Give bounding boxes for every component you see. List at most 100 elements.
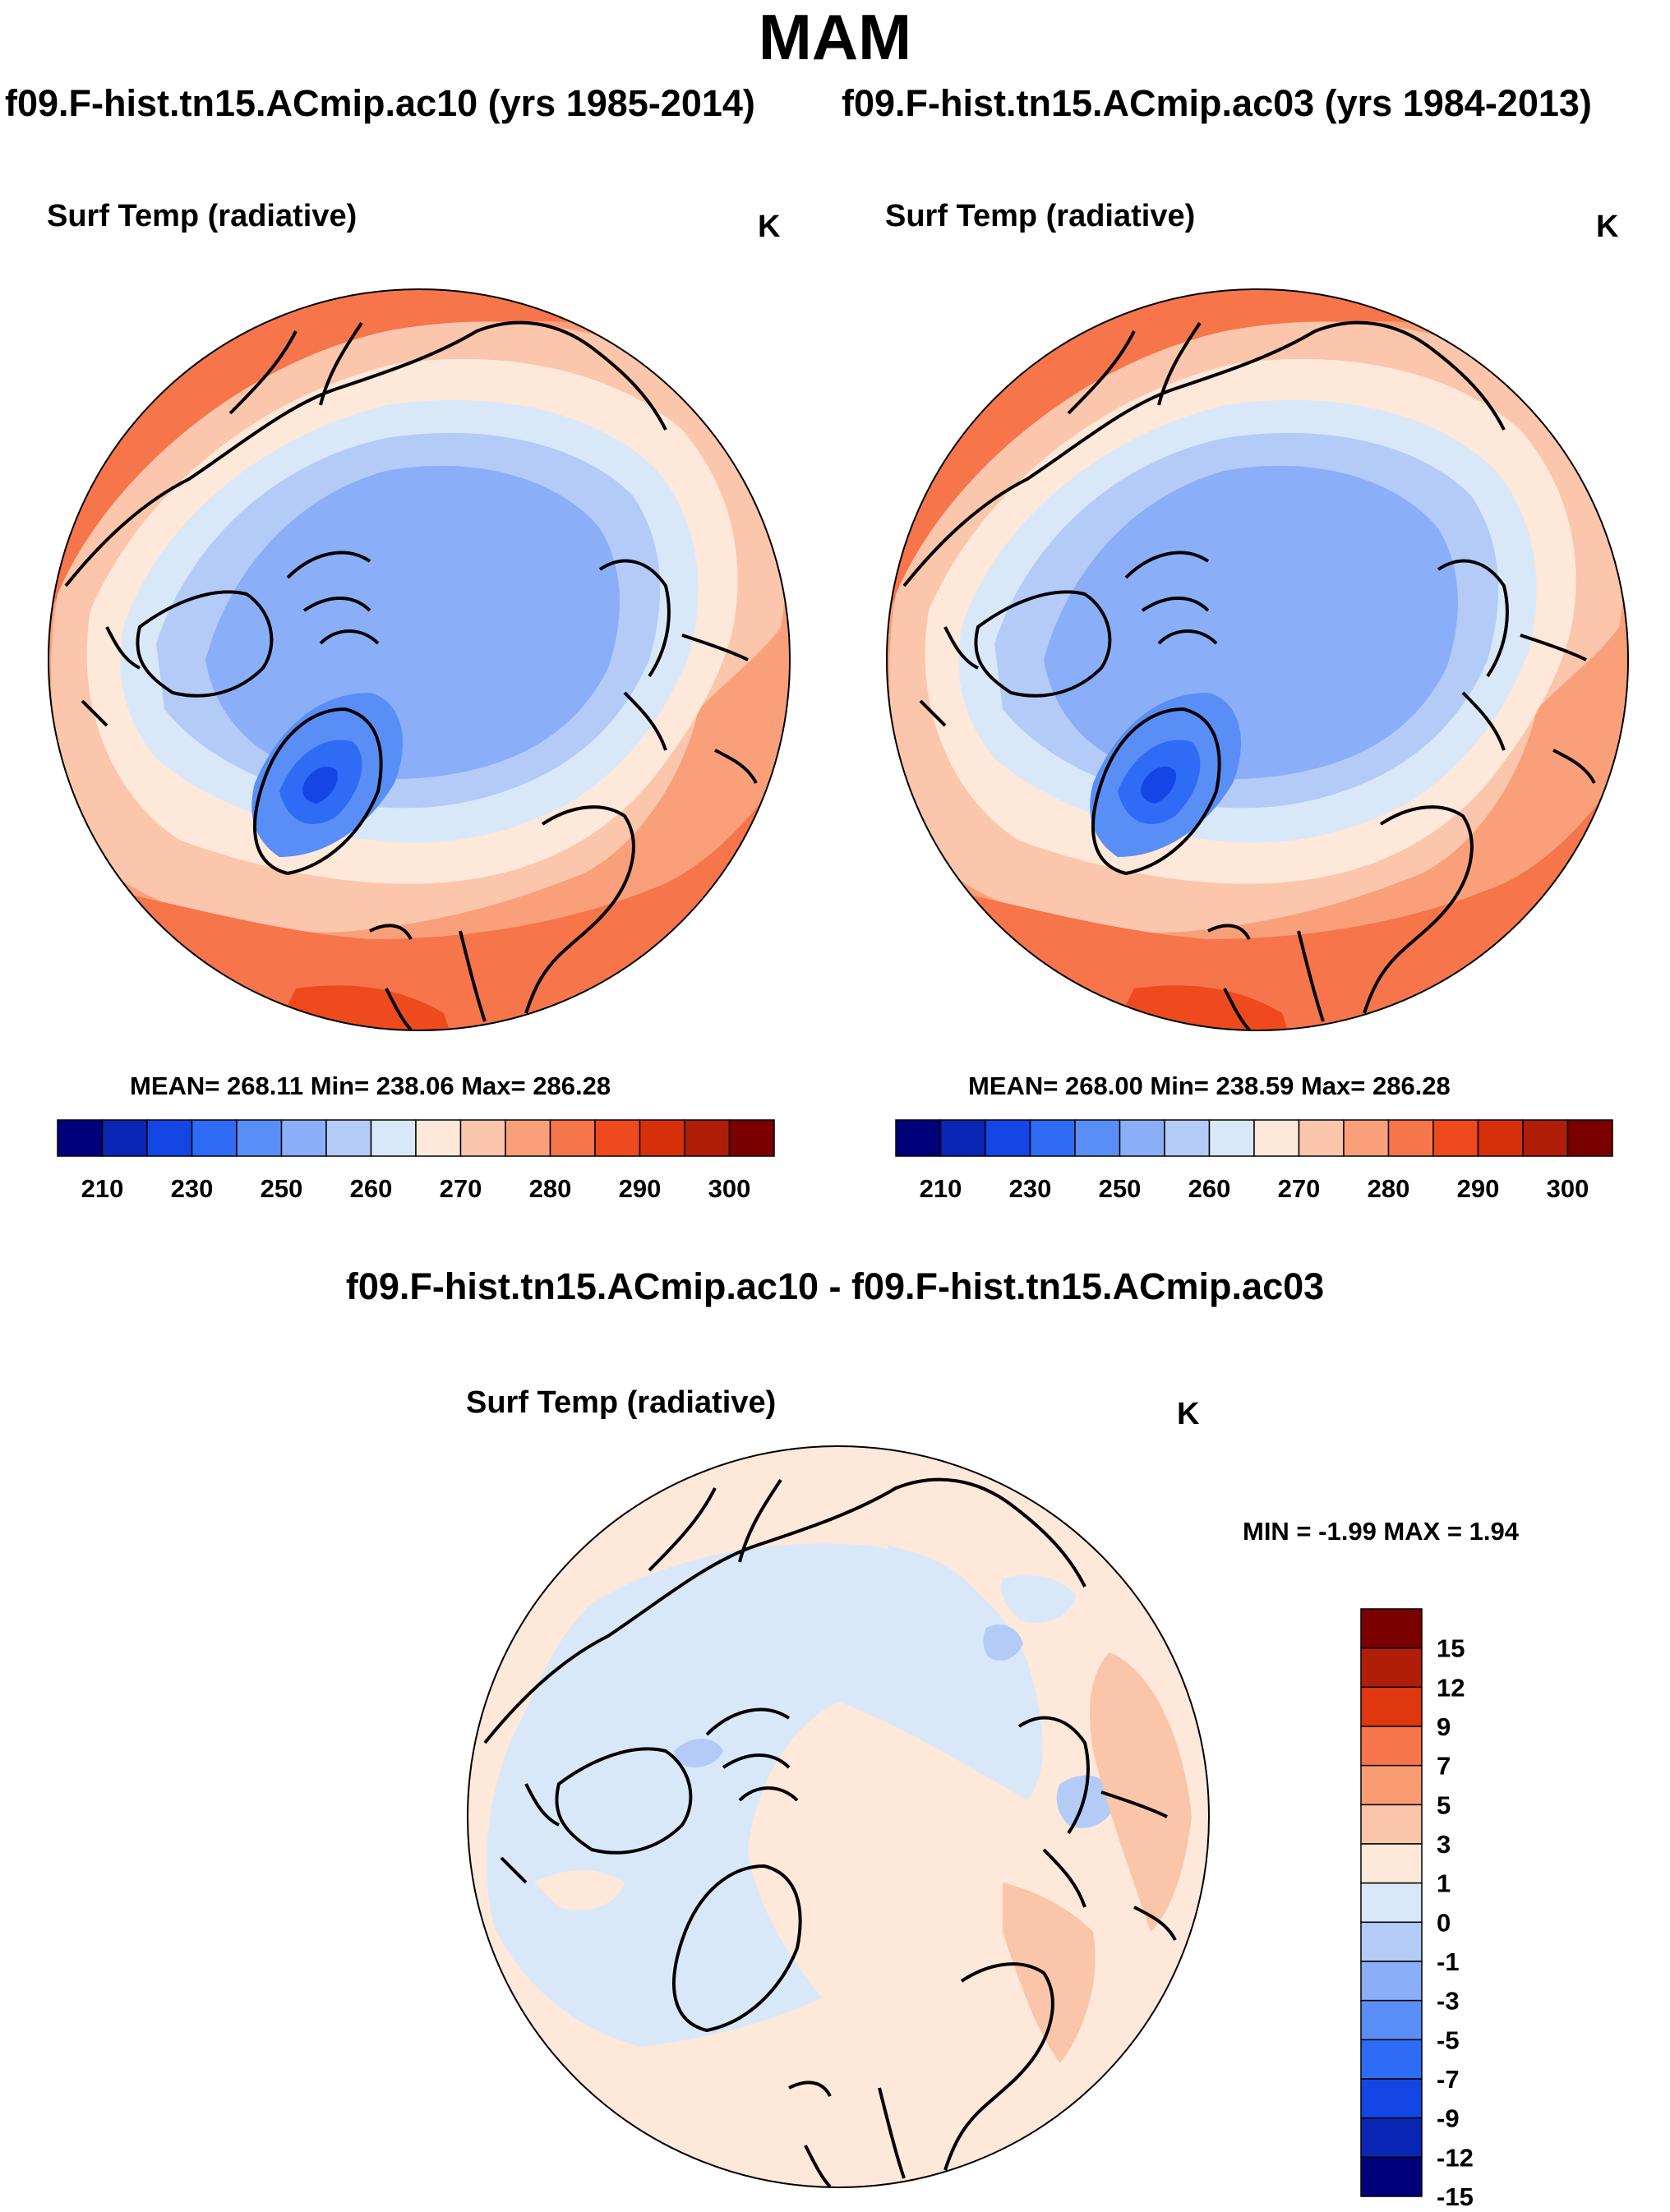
panel1-colorbar-swatch (236, 1119, 283, 1157)
panel2-colorbar-swatch (1566, 1119, 1613, 1157)
panel3-units: K (1177, 1397, 1200, 1431)
panel3-colorbar-swatch (1360, 1843, 1423, 1884)
panel1-colorbar-swatch (594, 1119, 641, 1157)
panel3-map-border (467, 1445, 1210, 2188)
panel2-colorbar-swatch (939, 1119, 986, 1157)
panel2-variable: Surf Temp (radiative) (885, 199, 1196, 233)
panel3-colorbar-swatch (1360, 1608, 1423, 1649)
panel1-colorbar-swatch (146, 1119, 193, 1157)
panel3-colorbar-swatch (1360, 2039, 1423, 2080)
panel2-colorbar-tick-label: 300 (1547, 1174, 1589, 1203)
panel3-colorbar-swatch (1360, 1921, 1423, 1962)
panel2-map (887, 289, 1628, 1030)
panel3-colorbar: 15 12 9 7 5 3 1 0 -1 -3 -5 -7 -9 -12 -15 (1360, 1608, 1474, 2211)
panel2-colorbar-tick-label: 230 (1009, 1174, 1052, 1203)
panel1-colorbar-swatch (549, 1119, 596, 1157)
panel1-colorbar-swatch (639, 1119, 685, 1157)
figure-title: MAM (758, 1, 912, 73)
panel3-colorbar-swatch (1360, 1999, 1423, 2041)
panel2-colorbar-tick-label: 290 (1457, 1174, 1500, 1203)
panel2-colorbar-swatch (1208, 1119, 1255, 1157)
panel2-units: K (1596, 210, 1619, 244)
panel3-colorbar-tick-label: 3 (1437, 1830, 1451, 1859)
panel2-colorbar-swatch (1164, 1119, 1211, 1157)
panel3-colorbar-tick-label: -15 (1437, 2182, 1474, 2211)
panel2-colorbar-tick-label: 280 (1368, 1174, 1410, 1203)
panel3-map (468, 1446, 1209, 2187)
panel2-colorbar-tick-label: 270 (1278, 1174, 1321, 1203)
panel2-stats: MEAN= 268.00 Min= 238.59 Max= 286.28 (968, 1071, 1451, 1100)
panel3-colorbar-swatch (1360, 1764, 1423, 1806)
panel3-colorbar-tick-label: -12 (1437, 2143, 1474, 2172)
panel3-colorbar-swatch (1360, 1726, 1423, 1767)
case-b-label: f09.F-hist.tn15.ACmip.ac03 (yrs 1984-201… (842, 82, 1592, 124)
panel2-map-border (886, 288, 1629, 1031)
panel3-colorbar-tick-label: 0 (1437, 1908, 1451, 1937)
panel2-colorbar-tick-label: 210 (920, 1174, 962, 1203)
panel1-colorbar-swatch (280, 1119, 327, 1157)
difference-title: f09.F-hist.tn15.ACmip.ac10 - f09.F-hist.… (345, 1265, 1325, 1307)
panel2-colorbar-swatch (895, 1119, 942, 1157)
panel3-colorbar-swatch (1360, 1804, 1423, 1845)
panel3-colorbar-swatch (1360, 1961, 1423, 2002)
panel1-colorbar-tick-label: 250 (261, 1174, 303, 1203)
panel1-colorbar-swatch (370, 1119, 417, 1157)
case-a-label: f09.F-hist.tn15.ACmip.ac10 (yrs 1985-201… (5, 82, 755, 124)
panel1-colorbar-swatch (415, 1119, 462, 1157)
panel2-colorbar-swatch (1522, 1119, 1569, 1157)
panel2-colorbar-swatch (1387, 1119, 1434, 1157)
panel1-stats: MEAN= 268.11 Min= 238.06 Max= 286.28 (130, 1071, 611, 1100)
panel3-colorbar-tick-label: 7 (1437, 1752, 1451, 1781)
panel1-colorbar-tick-label: 230 (171, 1174, 214, 1203)
panel2-colorbar-tick-label: 250 (1099, 1174, 1142, 1203)
panel2-colorbar-swatch (1253, 1119, 1300, 1157)
panel1-colorbar-swatch (684, 1119, 731, 1157)
panel3-colorbar-tick-label: -1 (1437, 1947, 1460, 1976)
panel2-colorbar-swatch (1343, 1119, 1390, 1157)
panel3-colorbar-tick-label: 12 (1437, 1673, 1465, 1702)
panel3-variable: Surf Temp (radiative) (466, 1385, 777, 1420)
panel3-colorbar-tick-label: 5 (1437, 1790, 1451, 1819)
panel2-colorbar-swatch (985, 1119, 1031, 1157)
panel1-colorbar-swatch (101, 1119, 148, 1157)
panel2-colorbar: 210 230 250 260 270 280 290 300 (895, 1119, 1613, 1203)
panel1-colorbar-swatch (505, 1119, 551, 1157)
panel1-variable: Surf Temp (radiative) (47, 199, 358, 233)
panel2-colorbar-swatch (1477, 1119, 1524, 1157)
panel1-map-border (48, 288, 791, 1031)
panel2-colorbar-swatch (1029, 1119, 1076, 1157)
panel3-colorbar-tick-label: 15 (1437, 1634, 1465, 1663)
panel3-colorbar-swatch (1360, 2117, 1423, 2159)
panel3-colorbar-tick-label: -9 (1437, 2104, 1460, 2133)
panel3-stats: MIN = -1.99 MAX = 1.94 (1243, 1517, 1519, 1546)
panel3-colorbar-swatch (1360, 1882, 1423, 1924)
panel2-colorbar-swatch (1074, 1119, 1121, 1157)
panel1-colorbar-tick-label: 260 (350, 1174, 393, 1203)
panel3-colorbar-swatch (1360, 1686, 1423, 1727)
panel1-colorbar-swatch (191, 1119, 238, 1157)
panel3-colorbar-swatch (1360, 1647, 1423, 1689)
panel2-colorbar-swatch (1298, 1119, 1345, 1157)
panel1-map (48, 289, 790, 1030)
panel1-colorbar-swatch (57, 1119, 104, 1157)
panel3-colorbar-tick-label: -3 (1437, 1987, 1460, 2016)
panel3-colorbar-swatch (1360, 2156, 1423, 2197)
panel3-colorbar-tick-label: 9 (1437, 1712, 1451, 1741)
panel1-colorbar-tick-label: 290 (619, 1174, 662, 1203)
panel2-colorbar-tick-label: 260 (1188, 1174, 1231, 1203)
panel1-colorbar-swatch (325, 1119, 372, 1157)
panel1-colorbar-tick-label: 280 (529, 1174, 572, 1203)
panel1-units: K (758, 210, 781, 244)
panel1-colorbar: 210 230 250 260 270 280 290 300 (57, 1119, 775, 1203)
panel1-colorbar-tick-label: 300 (708, 1174, 751, 1203)
panel1-colorbar-swatch (728, 1119, 775, 1157)
panel2-colorbar-swatch (1432, 1119, 1479, 1157)
panel3-colorbar-tick-label: -7 (1437, 2065, 1460, 2094)
panel3-colorbar-swatch (1360, 2078, 1423, 2119)
panel1-colorbar-tick-label: 270 (440, 1174, 482, 1203)
panel2-colorbar-swatch (1119, 1119, 1165, 1157)
panel1-colorbar-swatch (459, 1119, 506, 1157)
panel3-colorbar-tick-label: -5 (1437, 2025, 1460, 2054)
panel1-colorbar-tick-label: 210 (81, 1174, 124, 1203)
panel3-colorbar-tick-label: 1 (1437, 1869, 1451, 1898)
